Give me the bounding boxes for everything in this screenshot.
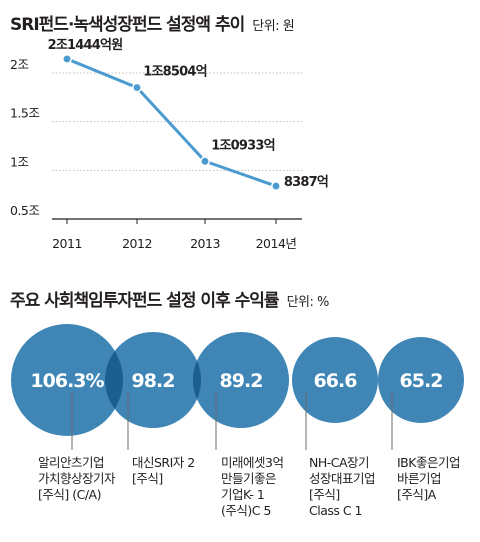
- fund-name-line: [주식]: [309, 487, 340, 502]
- fund-name-line: 성장대표기업: [309, 471, 376, 486]
- fund-name-line: [주식]A: [397, 487, 436, 502]
- data-label: 2조1444억원: [48, 38, 123, 53]
- bubble-chart-title-row: 주요 사회책임투자펀드 설정 이후 수익률 단위: %: [10, 286, 329, 311]
- bubble-value-label: 66.6: [314, 370, 358, 392]
- x-tick-label: 2013: [190, 236, 220, 251]
- fund-name-label: NH-CA장기 성장대표기업 [주식] Class C 1: [309, 455, 376, 519]
- data-label: 1조0933억: [211, 138, 275, 153]
- fund-name-label: 미래에셋3억 만들기좋은 기업K- 1 (주식)C 5: [221, 455, 284, 519]
- fund-name-label: IBK좋은기업 바른기업 [주식]A: [397, 455, 460, 503]
- fund-name-line: [주식]: [132, 471, 163, 486]
- bubble-chart-unit: 단위: %: [286, 295, 330, 310]
- bubble: [378, 337, 464, 423]
- bubble-value-label: 106.3%: [30, 370, 104, 392]
- bubble-value-label: 65.2: [400, 370, 443, 392]
- y-tick-label: 0.5조: [10, 203, 39, 218]
- y-tick-label: 2조: [10, 57, 28, 72]
- fund-name-line: 바른기업: [397, 471, 442, 486]
- fund-name-line: 기업K- 1: [221, 487, 265, 502]
- data-point: [271, 181, 281, 191]
- fund-name-line: 가치향상장기자: [38, 471, 116, 486]
- data-point: [62, 54, 72, 64]
- fund-name-line: 만들기좋은: [221, 471, 277, 486]
- series-line: [66, 57, 277, 188]
- x-tick-label: 2014년: [256, 236, 297, 251]
- bubble-chart-title: 주요 사회책임투자펀드 설정 이후 수익률: [10, 291, 280, 311]
- y-tick-label: 1.5조: [10, 106, 39, 121]
- data-label: 8387억: [284, 175, 328, 190]
- fund-name-line: 미래에셋3억: [221, 455, 284, 470]
- bubble: [193, 332, 289, 428]
- line-chart-unit: 단위: 원: [252, 19, 295, 34]
- bubble: [292, 337, 378, 423]
- bubble: [105, 332, 201, 428]
- fund-name-line: IBK좋은기업: [397, 455, 460, 470]
- line-chart-title-row: SRI펀드·녹색성장펀드 설정액 추이 단위: 원: [10, 10, 295, 35]
- line-chart: 2조 1.5조 1조 0.5조 2011 2012 2013 2014년 2조1444억원 1조8…: [10, 38, 329, 251]
- line-chart-title: SRI펀드·녹색성장펀드 설정액 추이: [10, 15, 245, 35]
- fund-name-label: 대신SRI자 2 [주식]: [132, 455, 195, 487]
- x-tick-label: 2012: [122, 236, 152, 251]
- fund-name-label: 알리안츠기업 가치향상장기자 [주식] (C/A): [38, 455, 116, 503]
- fund-name-line: Class C 1: [309, 503, 363, 518]
- fund-name-line: 알리안츠기업: [38, 455, 105, 470]
- bubble-value-label: 89.2: [220, 370, 263, 392]
- data-label: 1조8504억: [143, 65, 207, 80]
- fund-name-line: [주식] (C/A): [38, 487, 101, 502]
- x-tick-label: 2011: [52, 236, 82, 251]
- data-point: [200, 156, 210, 167]
- fund-name-line: 대신SRI자 2: [132, 455, 195, 470]
- fund-name-line: NH-CA장기: [309, 455, 370, 470]
- data-point: [132, 82, 142, 93]
- bubble: [11, 324, 123, 436]
- fund-name-line: (주식)C 5: [221, 503, 271, 518]
- bubble-value-label: 98.2: [132, 370, 175, 392]
- y-tick-label: 1조: [10, 154, 28, 169]
